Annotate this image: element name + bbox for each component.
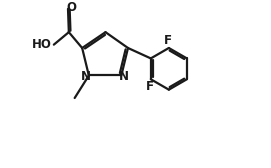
Text: F: F <box>164 34 172 47</box>
Text: N: N <box>81 70 91 83</box>
Text: HO: HO <box>32 38 52 51</box>
Text: O: O <box>67 2 77 14</box>
Text: N: N <box>119 70 129 83</box>
Text: F: F <box>146 80 154 93</box>
